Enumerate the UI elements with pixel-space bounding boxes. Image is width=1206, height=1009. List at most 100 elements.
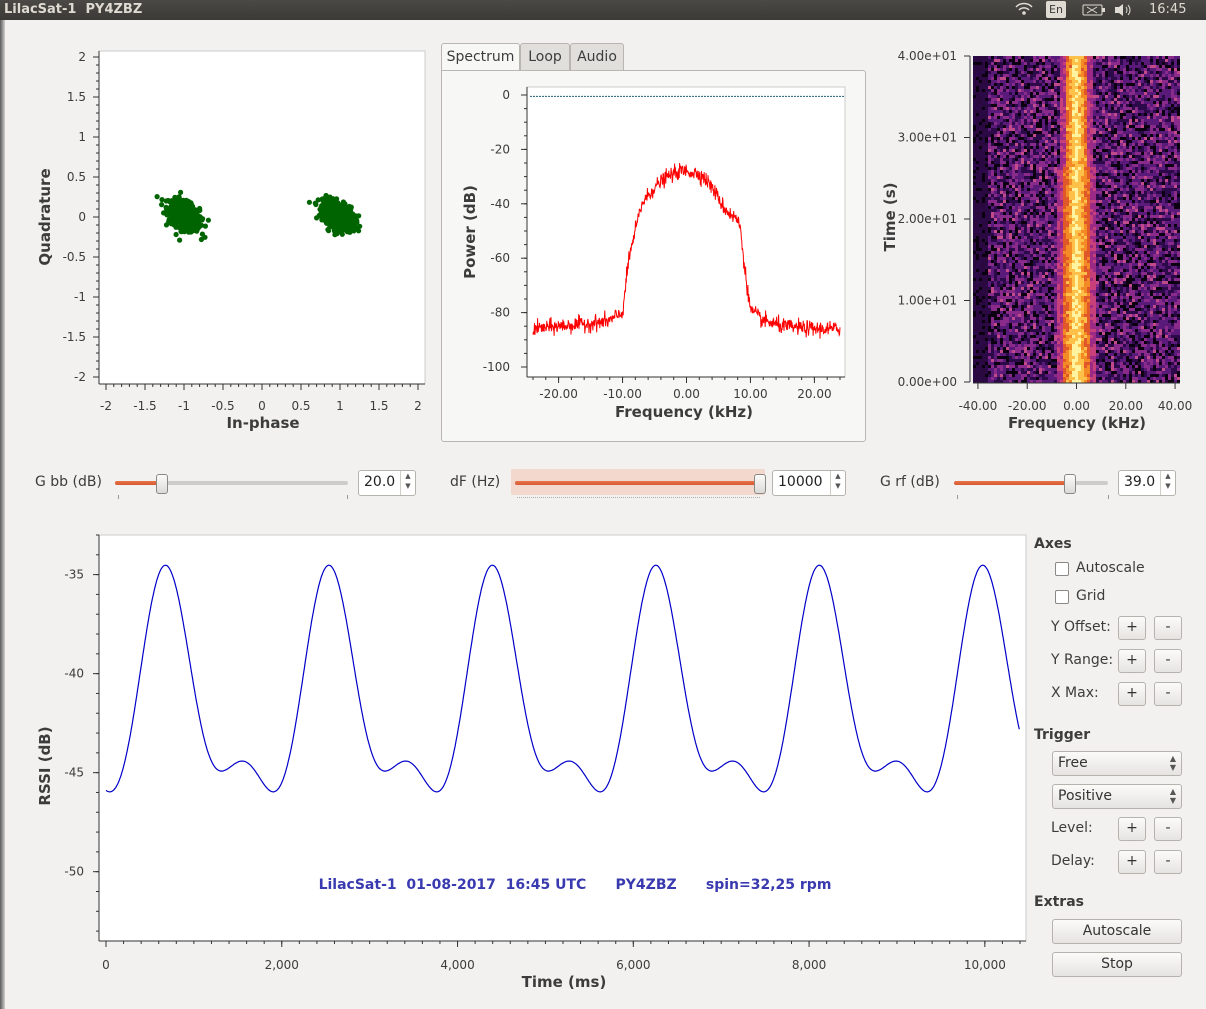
waterfall-cell	[988, 188, 991, 191]
waterfall-cell	[1057, 110, 1060, 113]
waterfall-cell	[1048, 74, 1051, 77]
waterfall-cell	[1120, 128, 1123, 131]
waterfall-cell	[1096, 191, 1099, 194]
waterfall-cell	[1123, 101, 1126, 104]
waterfall-cell	[1042, 65, 1045, 68]
waterfall-cell	[1156, 59, 1159, 62]
battery-icon[interactable]	[1082, 4, 1106, 19]
waterfall-cell	[1027, 131, 1030, 134]
waterfall-cell	[1039, 182, 1042, 185]
constellation-point	[327, 215, 333, 222]
waterfall-cell	[1027, 119, 1030, 122]
waterfall-cell	[1081, 122, 1084, 125]
keyboard-lang-icon[interactable]: En	[1046, 1, 1066, 18]
waterfall-cell	[1096, 65, 1099, 68]
waterfall-cell	[1018, 56, 1021, 59]
waterfall-cell	[1057, 176, 1060, 179]
waterfall-cell	[1096, 107, 1099, 110]
waterfall-cell	[1111, 188, 1114, 191]
waterfall-cell	[1078, 191, 1081, 194]
waterfall-cell	[1171, 92, 1174, 95]
waterfall-cell	[1066, 194, 1069, 197]
waterfall-cell	[1042, 176, 1045, 179]
waterfall-cell	[1075, 92, 1078, 95]
waterfall-cell	[1108, 89, 1111, 92]
wifi-icon[interactable]	[1015, 2, 1033, 19]
tab-loop[interactable]: Loop	[520, 43, 570, 71]
constellation-plot[interactable]: -2 -1.5 -1 -0.5 0 0.5 1 1.5 221.510.50-0.5-1-1.5…	[30, 45, 430, 440]
volume-icon[interactable]	[1114, 3, 1134, 20]
waterfall-cell	[1006, 206, 1009, 209]
waterfall-cell	[1027, 134, 1030, 137]
waterfall-cell	[1045, 110, 1048, 113]
waterfall-cell	[1042, 209, 1045, 212]
waterfall-cell	[1087, 197, 1090, 200]
waterfall-cell	[1042, 167, 1045, 170]
waterfall-cell	[973, 137, 976, 140]
waterfall-cell	[1171, 104, 1174, 107]
waterfall-cell	[1048, 122, 1051, 125]
waterfall-cell	[1096, 182, 1099, 185]
waterfall-cell	[1117, 209, 1120, 212]
waterfall-cell	[1003, 134, 1006, 137]
waterfall-cell	[985, 176, 988, 179]
waterfall-cell	[1117, 104, 1120, 107]
waterfall-cell	[1117, 56, 1120, 59]
waterfall-cell	[1081, 167, 1084, 170]
waterfall-cell	[1120, 179, 1123, 182]
waterfall-cell	[1150, 200, 1153, 203]
waterfall-cell	[1102, 116, 1105, 119]
waterfall-cell	[1027, 92, 1030, 95]
clock[interactable]: 16:45	[1149, 2, 1187, 17]
waterfall-cell	[1063, 158, 1066, 161]
waterfall-cell	[979, 77, 982, 80]
waterfall-cell	[1087, 173, 1090, 176]
waterfall-cell	[1177, 182, 1180, 185]
waterfall-cell	[1066, 59, 1069, 62]
waterfall-cell	[1063, 152, 1066, 155]
waterfall-cell	[1156, 149, 1159, 152]
waterfall-cell	[1006, 146, 1009, 149]
waterfall-cell	[1000, 62, 1003, 65]
waterfall-cell	[1150, 65, 1153, 68]
waterfall-cell	[1051, 92, 1054, 95]
waterfall-cell	[973, 101, 976, 104]
waterfall-cell	[1009, 92, 1012, 95]
waterfall-cell	[1024, 107, 1027, 110]
waterfall-cell	[1159, 197, 1162, 200]
waterfall-cell	[1012, 125, 1015, 128]
waterfall-cell	[1153, 122, 1156, 125]
waterfall-plot[interactable]: -40.00 -20.00 0.00 20.00 40.004.00e+013.00e+…	[875, 45, 1195, 440]
waterfall-cell	[973, 149, 976, 152]
waterfall-cell	[1144, 188, 1147, 191]
waterfall-cell	[1093, 134, 1096, 137]
waterfall-cell	[1021, 206, 1024, 209]
waterfall-cell	[1042, 188, 1045, 191]
waterfall-cell	[979, 68, 982, 71]
spectrum-plot[interactable]: -20.00 -10.00 0.00 10.00 20.000-20-40-60-80-…	[450, 80, 855, 430]
waterfall-cell	[1117, 119, 1120, 122]
waterfall-cell	[1030, 65, 1033, 68]
waterfall-cell	[982, 167, 985, 170]
waterfall-cell	[1150, 92, 1153, 95]
tab-audio[interactable]: Audio	[570, 43, 624, 71]
waterfall-cell	[1141, 146, 1144, 149]
waterfall-cell	[1168, 161, 1171, 164]
waterfall-cell	[1138, 95, 1141, 98]
waterfall-cell	[1108, 104, 1111, 107]
waterfall-cell	[979, 59, 982, 62]
waterfall-cell	[1126, 107, 1129, 110]
waterfall-cell	[1105, 113, 1108, 116]
waterfall-cell	[1177, 95, 1180, 98]
waterfall-cell	[985, 185, 988, 188]
waterfall-cell	[1051, 68, 1054, 71]
waterfall-cell	[1048, 110, 1051, 113]
waterfall-cell	[1084, 59, 1087, 62]
waterfall-cell	[991, 128, 994, 131]
waterfall-cell	[1105, 71, 1108, 74]
waterfall-cell	[1102, 107, 1105, 110]
waterfall-cell	[1165, 140, 1168, 143]
waterfall-cell	[1168, 176, 1171, 179]
waterfall-cell	[1126, 152, 1129, 155]
tab-spectrum[interactable]: Spectrum	[441, 43, 520, 72]
